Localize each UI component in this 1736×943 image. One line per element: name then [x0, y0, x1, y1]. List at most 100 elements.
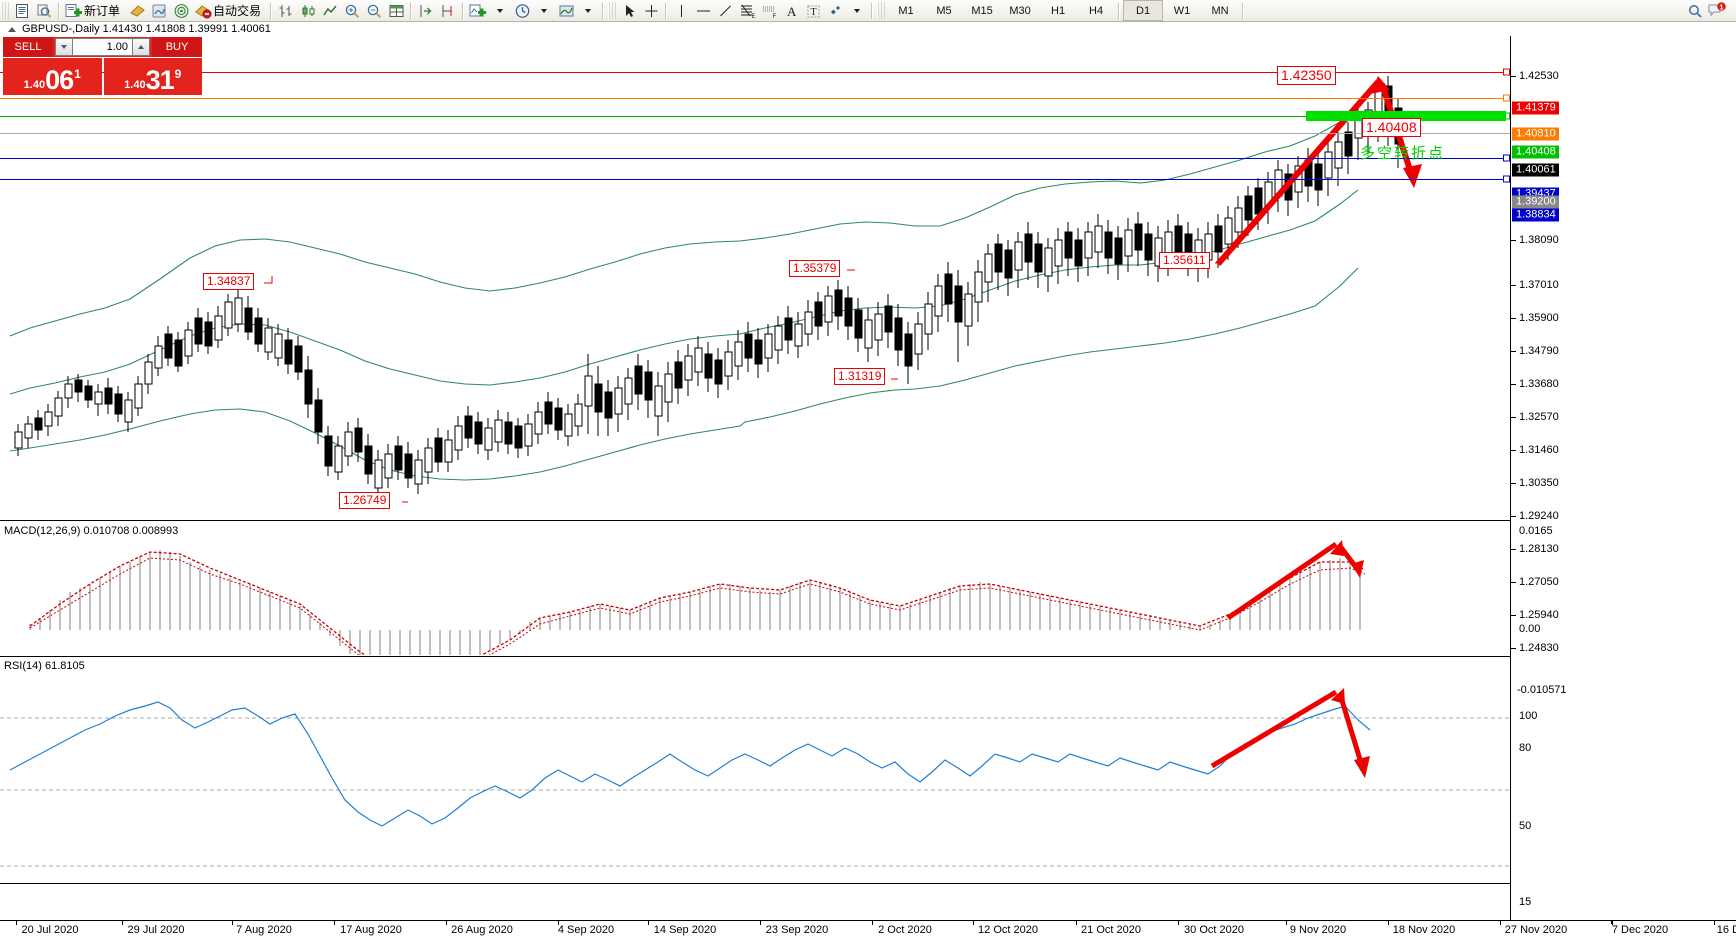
annotation-1-42350[interactable]: 1.42350: [1277, 66, 1336, 85]
sell-price[interactable]: 1.40 06 1: [3, 58, 102, 95]
chart-area[interactable]: 1.42350 1.40408 1.35611 1.35379 1.31319 …: [0, 36, 1736, 920]
trendline-icon[interactable]: [714, 1, 736, 20]
templates-dropdown-icon[interactable]: [577, 1, 599, 20]
data-window-icon[interactable]: [33, 1, 55, 20]
price-tick-1-29240: 1.29240: [1519, 510, 1559, 522]
svg-text:F: F: [772, 14, 776, 19]
rsi-trend-arrow-down: [1337, 693, 1370, 778]
green-zone-rectangle[interactable]: [1306, 111, 1506, 121]
level-line-1-41379[interactable]: [0, 72, 1510, 73]
level-line-1-40408[interactable]: [0, 116, 1510, 117]
toolbar-separator-8: [1118, 2, 1121, 19]
templates-icon[interactable]: [555, 1, 577, 20]
zoom-in-icon[interactable]: [341, 1, 363, 20]
buy-price[interactable]: 1.40 31 9: [103, 58, 202, 95]
tab-timeframe-m5[interactable]: M5: [936, 4, 952, 17]
terminal-icon[interactable]: [11, 1, 33, 20]
date-label-10: 21 Oct 2020: [1081, 924, 1141, 936]
line-chart-icon[interactable]: [319, 1, 341, 20]
collapse-triangle-icon[interactable]: [8, 26, 16, 32]
price-label-last-1-40061: 1.40061: [1512, 163, 1559, 177]
volume-input[interactable]: 1.00: [73, 38, 132, 56]
rsi-chart-svg: [0, 688, 1510, 867]
rsi-tick-15: 15: [1519, 896, 1532, 908]
price-label-1-40810[interactable]: 1.40810: [1512, 127, 1559, 141]
chinese-annotation-label[interactable]: 多空转折点: [1360, 144, 1446, 162]
new-order-button[interactable]: 新订单: [63, 1, 126, 20]
tab-timeframe-m15[interactable]: M15: [971, 4, 993, 17]
price-label-1-38834[interactable]: 1.38834: [1512, 208, 1559, 222]
date-axis[interactable]: 20 Jul 2020 29 Jul 2020 7 Aug 2020 17 Au…: [0, 920, 1736, 943]
rsi-tick-50: 50: [1519, 820, 1532, 832]
auto-scroll-icon[interactable]: [415, 1, 437, 20]
level-handle-1-39437[interactable]: [1503, 154, 1510, 162]
indicators-dropdown-icon[interactable]: [489, 1, 511, 20]
chevron-up-icon[interactable]: [132, 38, 150, 56]
buy-button[interactable]: BUY: [152, 37, 202, 57]
annotation-1-34837[interactable]: 1.34837: [203, 273, 255, 290]
tab-timeframe-w1[interactable]: W1: [1173, 4, 1191, 17]
metaeditor-icon[interactable]: [148, 1, 170, 20]
vertical-line-icon[interactable]: [670, 1, 692, 20]
rsi-tick-100: 100: [1519, 710, 1538, 722]
periods-dropdown-icon[interactable]: [533, 1, 555, 20]
tab-timeframe-h4[interactable]: H4: [1089, 4, 1104, 17]
tab-timeframe-h1[interactable]: H1: [1051, 4, 1066, 17]
toolbar-grip-2[interactable]: [608, 2, 617, 19]
fibonacci-icon[interactable]: E: [736, 1, 758, 20]
date-label-8: 2 Oct 2020: [878, 924, 932, 936]
toolbar-grip-3[interactable]: [877, 2, 886, 19]
rsi-pane[interactable]: [0, 656, 1510, 884]
level-handle-1-38834[interactable]: [1503, 175, 1510, 183]
date-label-15: 7 Dec 2020: [1611, 924, 1669, 936]
annotation-1-40408-chart[interactable]: 1.40408: [1362, 118, 1421, 137]
chart-shift-icon[interactable]: [437, 1, 459, 20]
alerts-icon[interactable]: 1: [1706, 1, 1728, 20]
level-line-1-39437[interactable]: [0, 158, 1510, 159]
indicators-icon[interactable]: [467, 1, 489, 20]
candlestick-chart-icon[interactable]: [297, 1, 319, 20]
tab-timeframe-m30[interactable]: M30: [1009, 4, 1031, 17]
chevron-down-icon[interactable]: [55, 38, 73, 56]
level-handle-1-40810[interactable]: [1503, 94, 1510, 102]
price-label-1-40408[interactable]: 1.40408: [1512, 145, 1559, 159]
text-label-icon[interactable]: A: [780, 1, 802, 20]
one-click-trading-panel[interactable]: SELL 1.00 BUY 1.40 06 1 1.40 31 9: [3, 37, 202, 95]
macd-tick-max: 0.0165: [1519, 525, 1553, 537]
annotation-1-26749[interactable]: 1.26749: [339, 492, 391, 509]
shapes-icon[interactable]: [824, 1, 846, 20]
crosshair-icon[interactable]: [640, 1, 662, 20]
tab-timeframe-m1[interactable]: M1: [898, 4, 914, 17]
signals-icon[interactable]: [170, 1, 192, 20]
autotrading-button[interactable]: 自动交易: [192, 1, 267, 20]
cursor-icon[interactable]: [618, 1, 640, 20]
toolbar-grip[interactable]: [1, 2, 9, 19]
bar-chart-icon[interactable]: [275, 1, 297, 20]
volume-stepper[interactable]: 1.00: [53, 37, 152, 57]
price-label-1-41379[interactable]: 1.41379: [1512, 101, 1559, 115]
level-line-1-38834[interactable]: [0, 179, 1510, 180]
expert-advisor-icon[interactable]: [126, 1, 148, 20]
text-object-icon[interactable]: T: [802, 1, 824, 20]
horizontal-line-icon[interactable]: [692, 1, 714, 20]
annotation-1-31319[interactable]: 1.31319: [834, 368, 886, 385]
last-price-line: [0, 133, 1510, 134]
periods-icon[interactable]: [511, 1, 533, 20]
annotation-1-35611[interactable]: 1.35611: [1159, 252, 1210, 269]
level-handle-1-41379[interactable]: [1503, 68, 1510, 76]
equidistant-channel-icon[interactable]: F: [758, 1, 780, 20]
tab-timeframe-mn[interactable]: MN: [1211, 4, 1229, 17]
tab-timeframe-d1[interactable]: D1: [1123, 0, 1164, 21]
date-label-13: 18 Nov 2020: [1392, 924, 1456, 936]
sell-button[interactable]: SELL: [3, 37, 53, 57]
annotation-1-35379[interactable]: 1.35379: [789, 260, 841, 277]
macd-tick-zero: 0.00: [1519, 623, 1541, 635]
price-scale[interactable]: 1.42530 1.41379 1.40810 1.40408 1.40061 …: [1510, 36, 1736, 920]
zoom-out-icon[interactable]: [363, 1, 385, 20]
date-label-7: 23 Sep 2020: [765, 924, 829, 936]
buy-price-prefix: 1.40: [124, 79, 146, 91]
grid-icon[interactable]: [385, 1, 407, 20]
search-icon[interactable]: [1684, 1, 1706, 20]
shapes-dropdown-icon[interactable]: [846, 1, 868, 20]
level-line-1-40810[interactable]: [0, 98, 1510, 99]
